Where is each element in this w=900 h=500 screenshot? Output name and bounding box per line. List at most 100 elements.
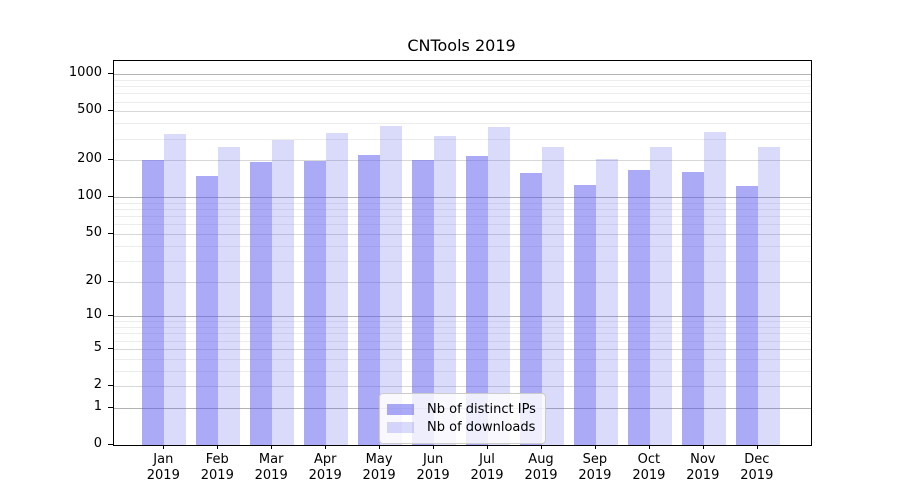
x-tick-label-jun: Jun 2019: [416, 452, 450, 483]
bar-jul-distinct-ips: [466, 155, 488, 445]
mid-gridline: [114, 111, 811, 113]
y-tick-label-1: 1: [93, 398, 102, 414]
y-tick-mark: [108, 315, 113, 317]
legend-label-distinct-ips: Nb of distinct IPs: [427, 402, 536, 417]
x-tick-label-may: May 2019: [362, 452, 396, 483]
bar-sep-downloads: [595, 158, 618, 445]
x-tick-mark: [217, 445, 219, 449]
bar-apr-downloads: [326, 133, 349, 445]
minor-gridline: [114, 327, 811, 329]
x-tick-label-jul: Jul 2019: [470, 452, 504, 483]
major-gridline: [114, 197, 811, 199]
y-tick-label-1000: 1000: [68, 65, 102, 81]
minor-gridline: [114, 370, 811, 372]
y-tick-mark: [108, 159, 113, 161]
x-tick-label-mar: Mar 2019: [254, 452, 288, 483]
gridlines-layer: [114, 61, 811, 445]
legend-swatch-downloads: [387, 422, 414, 433]
legend-swatch-distinct-ips: [387, 404, 414, 415]
minor-gridline: [114, 86, 811, 88]
minor-gridline: [114, 202, 811, 204]
bar-feb-downloads: [218, 146, 241, 445]
bar-mar-distinct-ips: [250, 161, 273, 445]
y-tick-label-0: 0: [93, 436, 102, 451]
bar-jun-distinct-ips: [412, 160, 435, 445]
bar-apr-distinct-ips: [304, 160, 327, 445]
x-tick-mark: [756, 445, 758, 449]
minor-gridline: [114, 340, 811, 342]
minor-gridline: [114, 245, 811, 247]
x-tick-mark: [594, 445, 596, 449]
bar-oct-distinct-ips: [627, 170, 650, 445]
x-tick-label-oct: Oct 2019: [632, 452, 666, 483]
y-tick-label-500: 500: [77, 102, 102, 118]
y-tick-label-5: 5: [93, 339, 102, 355]
major-gridline: [114, 74, 811, 76]
bar-oct-downloads: [649, 146, 672, 445]
bar-jul-downloads: [488, 126, 510, 445]
legend-item-downloads: Nb of downloads: [387, 419, 537, 436]
x-tick-label-aug: Aug 2019: [524, 452, 558, 483]
legend-label-downloads: Nb of downloads: [427, 420, 536, 435]
x-tick-label-feb: Feb 2019: [200, 452, 234, 483]
bar-jan-distinct-ips: [142, 160, 165, 445]
y-tick-mark: [108, 110, 113, 112]
minor-gridline: [114, 260, 811, 262]
bar-jan-downloads: [164, 133, 187, 445]
y-tick-mark: [108, 385, 113, 386]
y-tick-label-10: 10: [85, 307, 102, 323]
bars-layer: [114, 61, 811, 445]
mid-gridline: [114, 281, 811, 283]
bar-nov-distinct-ips: [681, 172, 704, 445]
minor-gridline: [114, 123, 811, 125]
y-tick-label-100: 100: [77, 188, 102, 204]
y-tick-label-50: 50: [85, 224, 102, 240]
bar-may-distinct-ips: [358, 154, 381, 445]
y-tick-mark: [108, 347, 113, 349]
x-tick-label-sep: Sep 2019: [578, 452, 612, 483]
minor-gridline: [114, 224, 811, 226]
minor-gridline: [114, 93, 811, 95]
minor-gridline: [114, 216, 811, 218]
x-tick-mark: [433, 445, 435, 449]
bar-dec-downloads: [757, 146, 780, 445]
plot-area: Nb of distinct IPs Nb of downloads: [113, 60, 812, 446]
minor-gridline: [114, 101, 811, 103]
y-tick-mark: [108, 444, 113, 445]
chart-title: CNTools 2019: [407, 36, 516, 55]
bar-aug-distinct-ips: [520, 172, 542, 445]
mid-gridline: [114, 160, 811, 162]
minor-gridline: [114, 358, 811, 360]
mid-gridline: [114, 233, 811, 235]
bar-jun-downloads: [434, 136, 457, 445]
y-tick-mark: [108, 280, 113, 282]
x-tick-mark: [487, 445, 488, 449]
mid-gridline: [114, 386, 811, 387]
x-tick-mark: [702, 445, 704, 449]
x-tick-label-apr: Apr 2019: [308, 452, 342, 483]
bar-dec-distinct-ips: [735, 185, 758, 445]
y-tick-mark: [108, 232, 113, 234]
y-tick-label-2: 2: [93, 377, 102, 392]
bar-nov-downloads: [703, 131, 726, 445]
y-tick-label-200: 200: [77, 151, 102, 167]
bar-mar-downloads: [272, 139, 295, 445]
major-gridline: [114, 316, 811, 318]
minor-gridline: [114, 333, 811, 335]
y-tick-label-20: 20: [85, 272, 102, 288]
minor-gridline: [114, 209, 811, 211]
y-tick-mark: [108, 73, 113, 75]
minor-gridline: [114, 321, 811, 323]
bar-sep-distinct-ips: [573, 184, 596, 445]
x-tick-label-nov: Nov 2019: [686, 452, 720, 483]
x-tick-label-jan: Jan 2019: [146, 452, 180, 483]
y-tick-mark: [108, 196, 113, 198]
x-tick-label-dec: Dec 2019: [740, 452, 774, 483]
legend-item-distinct-ips: Nb of distinct IPs: [387, 401, 537, 418]
x-tick-mark: [541, 445, 542, 449]
bar-may-downloads: [380, 126, 403, 445]
bar-aug-downloads: [542, 146, 564, 445]
y-tick-mark: [108, 406, 113, 408]
minor-gridline: [114, 79, 811, 81]
